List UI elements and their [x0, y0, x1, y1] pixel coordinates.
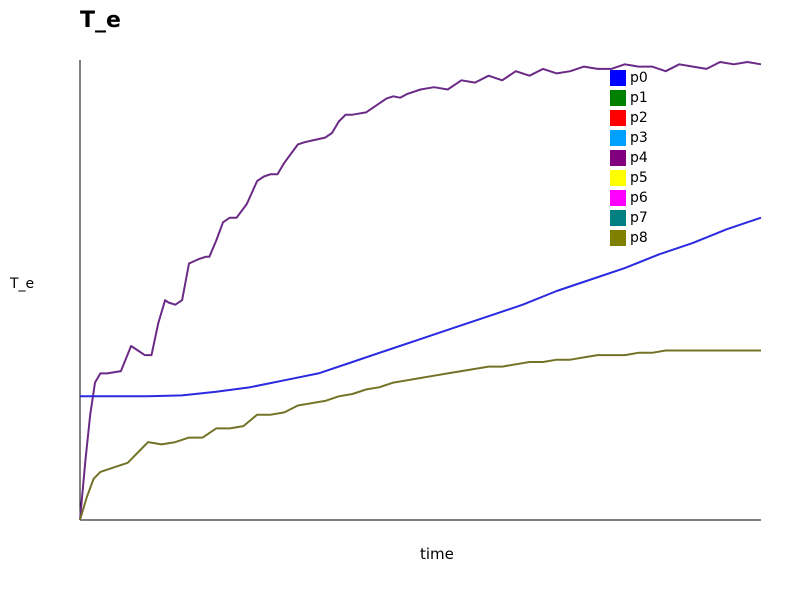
legend-item-p2: p2 [610, 108, 648, 128]
legend-item-p8: p8 [610, 228, 648, 248]
legend-label-p7: p7 [630, 210, 648, 226]
chart-title: T_e [80, 8, 121, 33]
legend-label-p6: p6 [630, 190, 648, 206]
legend-label-p5: p5 [630, 170, 648, 186]
legend-item-p3: p3 [610, 128, 648, 148]
legend-item-p0: p0 [610, 68, 648, 88]
series-line-p4 [79, 61, 762, 521]
legend-swatch-p0 [610, 70, 626, 86]
legend-label-p3: p3 [630, 130, 648, 146]
legend-item-p1: p1 [610, 88, 648, 108]
series-line-p8 [79, 349, 761, 521]
legend-label-p1: p1 [630, 90, 648, 106]
legend-item-p4: p4 [610, 148, 648, 168]
legend-label-p8: p8 [630, 230, 648, 246]
legend-swatch-p2 [610, 110, 626, 126]
legend-label-p0: p0 [630, 70, 648, 86]
legend: p0 p1 p2 p3 p4 p5 p6 p7 p8 [610, 68, 648, 248]
legend-item-p5: p5 [610, 168, 648, 188]
series-layer [79, 61, 762, 521]
legend-item-p7: p7 [610, 208, 648, 228]
legend-label-p4: p4 [630, 150, 648, 166]
y-axis-label: T_e [10, 276, 35, 292]
x-axis-label: time [420, 545, 454, 563]
legend-label-p2: p2 [630, 110, 648, 126]
series-line-p0 [80, 216, 762, 398]
legend-swatch-p6 [610, 190, 626, 206]
legend-swatch-p4 [610, 150, 626, 166]
legend-swatch-p1 [610, 90, 626, 106]
legend-item-p6: p6 [610, 188, 648, 208]
legend-swatch-p7 [610, 210, 626, 226]
legend-swatch-p5 [610, 170, 626, 186]
legend-swatch-p8 [610, 230, 626, 246]
legend-swatch-p3 [610, 130, 626, 146]
